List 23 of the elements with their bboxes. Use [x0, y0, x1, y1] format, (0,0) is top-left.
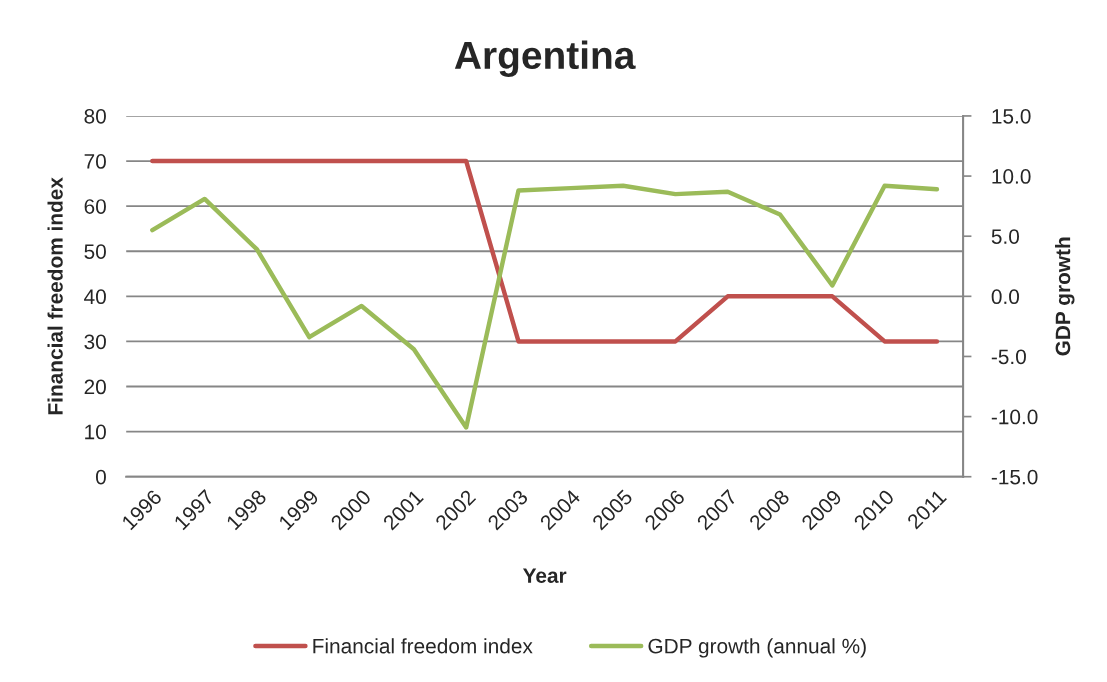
y2-tick-label: -10.0: [991, 409, 1038, 425]
y-tick-label: 10: [85, 424, 106, 440]
y-tick-label: 0: [95, 469, 106, 485]
y2-tick-label: -15.0: [991, 469, 1038, 485]
y-tick-label: 80: [84, 108, 106, 124]
y-axis-title: Financial freedom index: [47, 177, 63, 415]
y-tick-label: 60: [84, 199, 106, 214]
y-tick-label: 40: [84, 289, 106, 305]
x-axis-title: Year: [522, 568, 567, 583]
y2-tick-label: 15.0: [992, 108, 1031, 124]
y2-tick-label: 0.0: [991, 289, 1020, 305]
y2-tick-label: 5.0: [991, 229, 1020, 244]
y-tick-label: 20: [84, 379, 106, 395]
legend-label: Financial freedom index: [313, 638, 533, 654]
line-series: [150, 183, 940, 430]
y-tick-label: 30: [84, 334, 106, 350]
y2-tick-label: -5.0: [991, 349, 1026, 365]
chart-title: Argentina: [454, 40, 636, 77]
y-tick-label: 50: [84, 244, 106, 259]
legend-label: GDP growth (annual %): [648, 638, 866, 658]
y2-tick-label: 10.0: [992, 169, 1031, 184]
y-tick-label: 70: [84, 154, 106, 169]
y2-axis-title: GDP growth: [1055, 237, 1075, 356]
